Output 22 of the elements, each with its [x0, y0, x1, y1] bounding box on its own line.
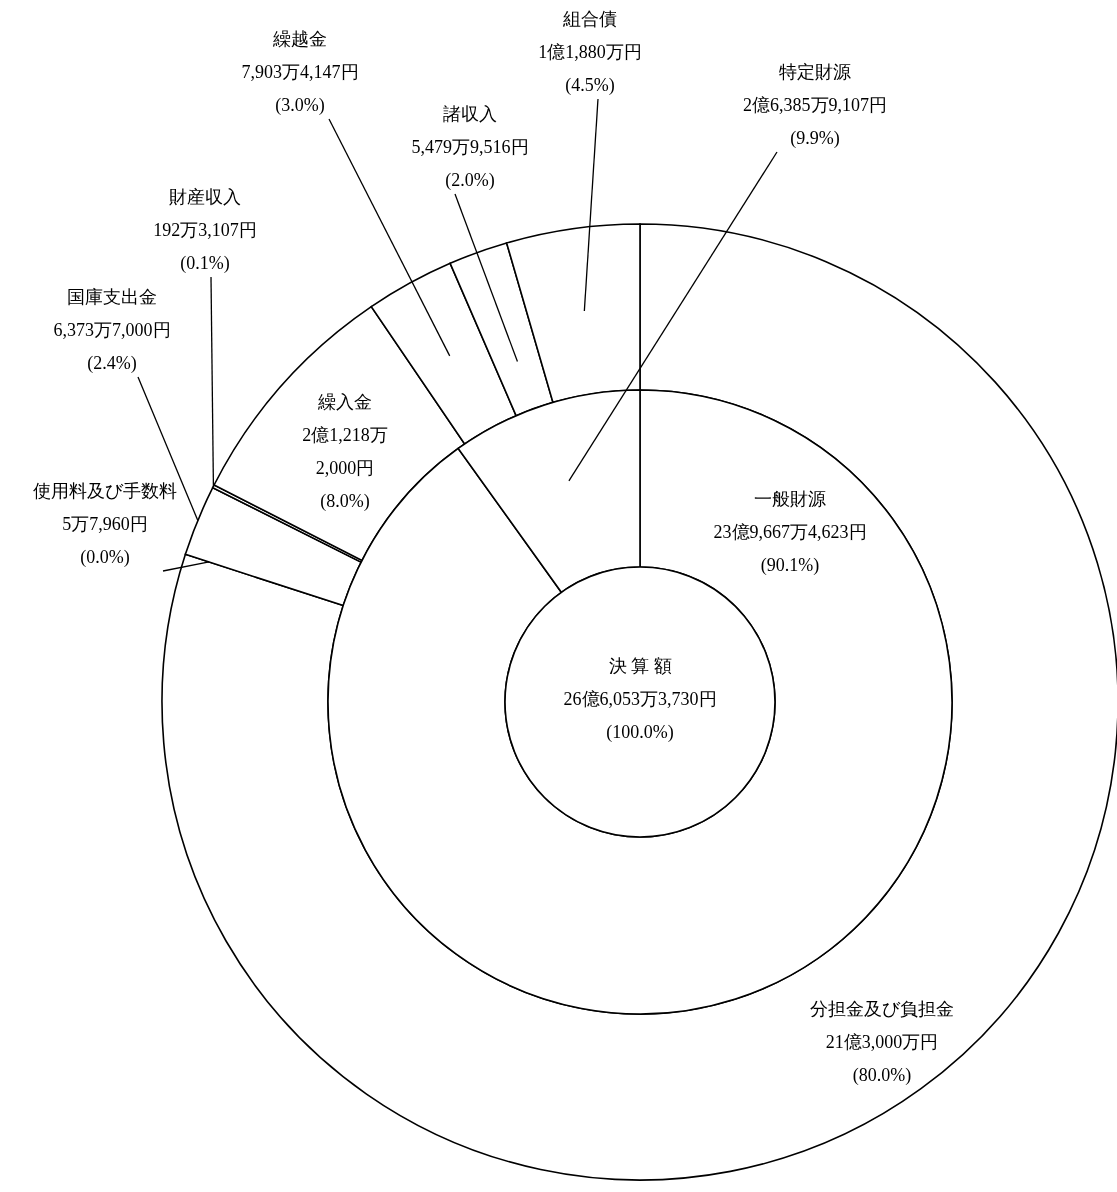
data-label: 5,479万9,516円 (2.0%) [411, 137, 529, 191]
data-label: 21億3,000万円 (80.0%) [825, 1032, 939, 1086]
data-label: 192万3,107円 (0.1%) [153, 220, 257, 274]
slice-label: 諸収入 [443, 104, 497, 124]
data-label: 7,903万4,147円 (3.0%) [241, 62, 359, 116]
data-label: 2億6,385万9,107円 (9.9%) [743, 95, 887, 149]
slice-label: 繰越金 [272, 29, 327, 49]
data-label: 1億1,880万円 (4.5%) [538, 42, 642, 96]
slice-label: 組合債 [562, 9, 617, 29]
slice-label: 財産収入 [169, 187, 241, 207]
data-label: 2億1,218万 2,000円 (8.0%) [302, 425, 388, 512]
slice-label: 分担金及び負担金 [810, 999, 954, 1019]
text: 5万7,960円 (0.0%) [62, 514, 148, 567]
slice-label: 一般財源 [754, 489, 826, 509]
data-label: 6,373万7,000円 (2.4%) [53, 320, 171, 374]
slice-label: 国庫支出金 [67, 287, 157, 307]
slice-label: 決 算 額 [608, 656, 672, 676]
category-label: 使用料及び手数料 [33, 481, 177, 501]
data-label: 26億6,053万3,730円 (100.0%) [563, 689, 717, 743]
data-label: 23億9,667万4,623円 (90.1%) [713, 522, 867, 576]
slice-label: 特定財源 [779, 62, 851, 82]
slice-label: 繰入金 [317, 392, 372, 412]
